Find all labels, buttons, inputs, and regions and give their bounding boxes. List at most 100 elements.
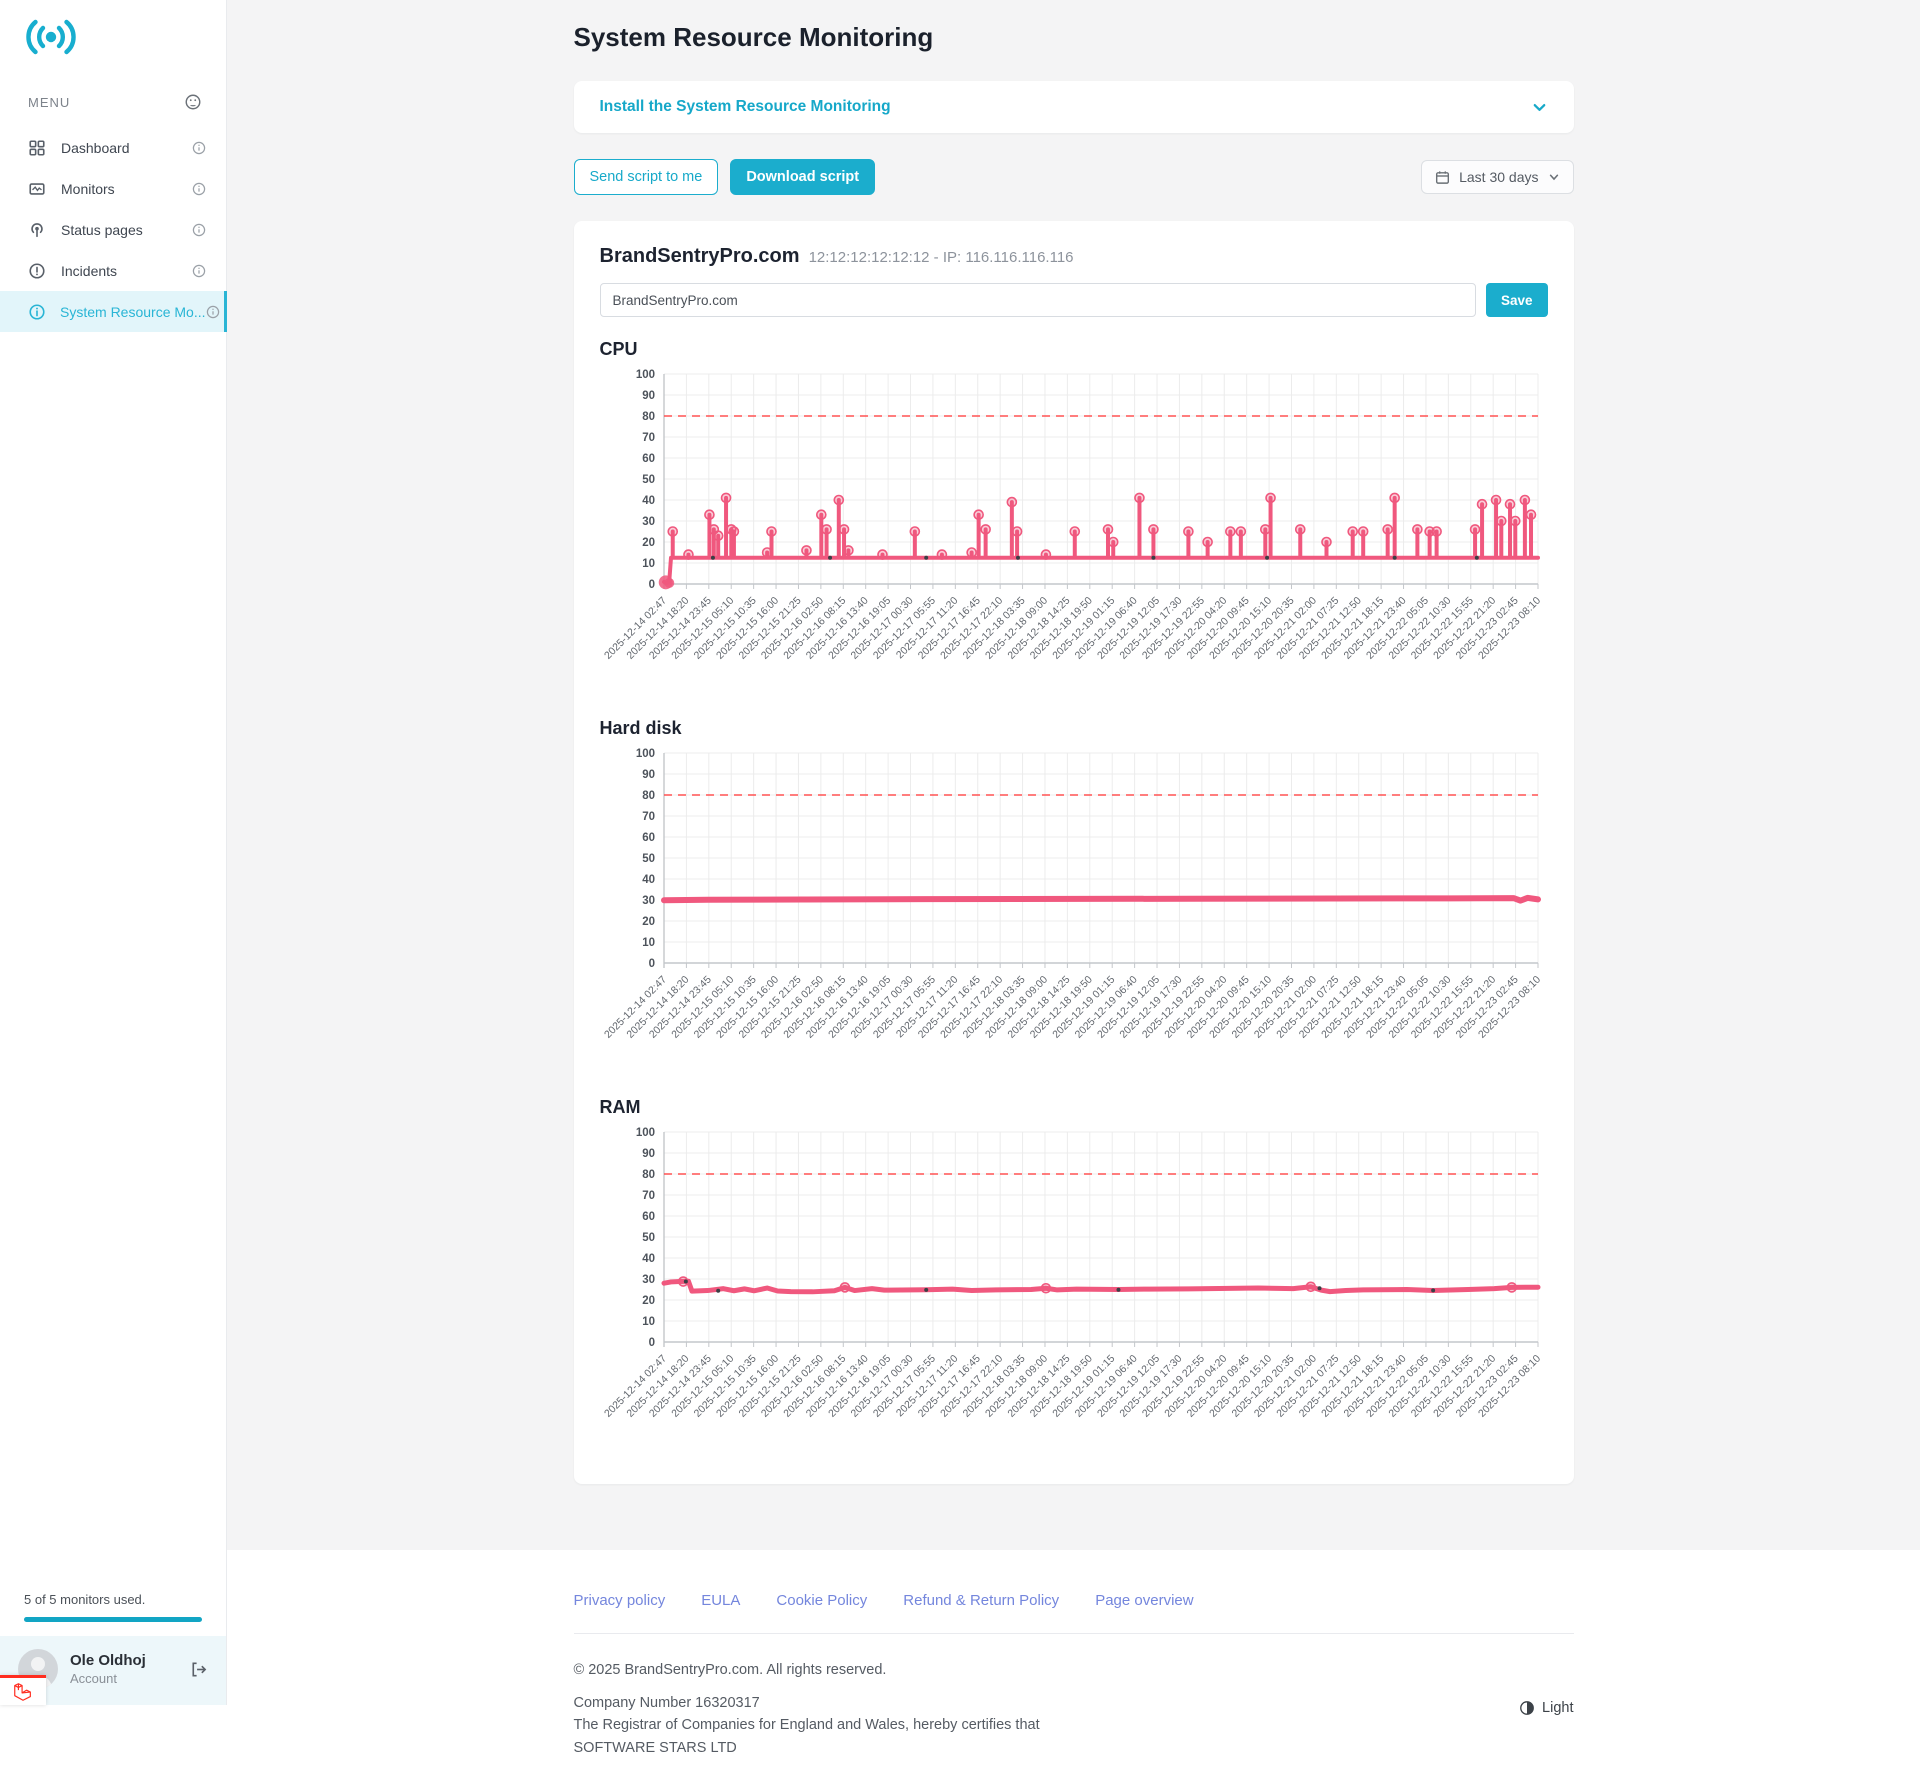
palette-icon[interactable] <box>184 93 202 111</box>
logout-icon[interactable] <box>189 1660 208 1679</box>
sidebar-item-label: Status pages <box>61 221 143 238</box>
monitors-usage-text: 5 of 5 monitors used. <box>24 1592 146 1607</box>
monitor-name: BrandSentryPro.com <box>599 245 800 267</box>
footer-link-page-overview[interactable]: Page overview <box>1095 1592 1194 1609</box>
info-icon[interactable] <box>192 182 206 196</box>
sidebar-item-label: Incidents <box>61 262 118 279</box>
svg-text:0: 0 <box>648 1337 654 1349</box>
svg-text:80: 80 <box>642 1169 655 1181</box>
page-title: System Resource Monitoring <box>573 22 934 52</box>
footer-link-privacy-policy[interactable]: Privacy policy <box>573 1592 666 1609</box>
ram-chart-section: RAM 0 10 20 30 40 50 60 70 80 90 100 2025-12-14 02:… <box>600 1097 1548 1454</box>
broadcast-logo-icon <box>26 19 76 55</box>
svg-text:30: 30 <box>642 516 655 528</box>
svg-text:40: 40 <box>642 874 655 886</box>
svg-text:50: 50 <box>642 853 655 865</box>
laravel-debugbar-toggle[interactable] <box>0 1675 46 1705</box>
svg-text:90: 90 <box>642 1148 655 1160</box>
svg-text:100: 100 <box>635 369 654 381</box>
download-script-button[interactable]: Download script <box>730 159 876 195</box>
info-icon[interactable] <box>206 305 220 319</box>
sidebar-item-dashboard[interactable]: Dashboard <box>0 127 226 168</box>
svg-text:90: 90 <box>642 769 655 781</box>
sidebar-item-status-pages[interactable]: Status pages <box>0 209 226 250</box>
dashboard-grid-icon <box>28 138 47 157</box>
svg-text:100: 100 <box>635 748 654 760</box>
save-button[interactable]: Save <box>1485 283 1548 317</box>
status-pages-icon <box>28 220 47 239</box>
info-icon[interactable] <box>192 141 206 155</box>
svg-text:60: 60 <box>642 832 655 844</box>
sidebar: MENU Dashboard <box>0 0 227 1705</box>
chart-title-cpu: CPU <box>599 339 638 359</box>
monitor-meta: 12:12:12:12:12:12 - IP: 116.116.116.116 <box>808 249 1074 266</box>
svg-text:0: 0 <box>648 958 654 970</box>
user-name: Ole Oldhoj <box>70 1652 146 1669</box>
sidebar-item-label: Dashboard <box>61 139 130 156</box>
date-range-dropdown[interactable]: Last 30 days <box>1421 160 1574 194</box>
monitors-icon <box>28 179 47 198</box>
cpu-chart-section: CPU 0 10 20 30 40 50 60 70 80 90 100 2025-12-14 02:… <box>600 339 1548 696</box>
sidebar-item-monitors[interactable]: Monitors <box>0 168 226 209</box>
install-accordion-label: Install the System Resource Monitoring <box>599 98 891 115</box>
svg-text:20: 20 <box>642 916 655 928</box>
sidebar-item-label: System Resource Mo... <box>60 303 206 320</box>
svg-text:40: 40 <box>642 495 655 507</box>
svg-text:90: 90 <box>642 390 655 402</box>
footer-link-refund-return-policy[interactable]: Refund & Return Policy <box>903 1592 1060 1609</box>
monitor-card: BrandSentryPro.com 12:12:12:12:12:12 - I… <box>573 221 1574 1484</box>
svg-text:70: 70 <box>642 811 655 823</box>
svg-text:80: 80 <box>642 790 655 802</box>
user-role: Account <box>70 1671 117 1686</box>
theme-toggle[interactable]: Light <box>1519 1700 1574 1716</box>
monitor-name-input[interactable] <box>599 283 1476 317</box>
chart-title-ram: RAM <box>599 1097 641 1117</box>
footer-link-cookie-policy[interactable]: Cookie Policy <box>776 1592 868 1609</box>
send-script-button[interactable]: Send script to me <box>573 159 719 195</box>
theme-label: Light <box>1542 1700 1574 1716</box>
copyright-text: © 2025 BrandSentryPro.com. All rights re… <box>573 1662 887 1678</box>
install-accordion[interactable]: Install the System Resource Monitoring <box>573 81 1574 133</box>
svg-text:40: 40 <box>642 1253 655 1265</box>
chevron-down-icon <box>1548 171 1560 183</box>
svg-text:10: 10 <box>642 558 655 570</box>
date-range-label: Last 30 days <box>1459 169 1539 185</box>
menu-heading: MENU <box>28 94 71 110</box>
svg-text:20: 20 <box>642 537 655 549</box>
svg-text:60: 60 <box>642 453 655 465</box>
sidebar-nav: Dashboard Monitors <box>0 127 227 332</box>
svg-text:50: 50 <box>642 474 655 486</box>
sidebar-item-system-resource-monitoring[interactable]: System Resource Mo... <box>0 291 227 332</box>
incidents-icon <box>28 261 47 280</box>
laravel-icon <box>14 1682 31 1701</box>
app-logo[interactable] <box>0 0 226 63</box>
monitors-usage-progressbar <box>24 1617 202 1622</box>
sidebar-item-incidents[interactable]: Incidents <box>0 250 226 291</box>
company-number: Company Number 16320317 <box>573 1695 760 1711</box>
hard-disk-chart-section: Hard disk 0 10 20 30 40 50 60 70 80 90 100 2025-12-… <box>600 718 1548 1075</box>
chart-title-hard-disk: Hard disk <box>599 718 682 738</box>
calendar-icon <box>1435 170 1450 185</box>
svg-text:100: 100 <box>635 1127 654 1139</box>
svg-text:80: 80 <box>642 411 655 423</box>
svg-text:10: 10 <box>642 937 655 949</box>
svg-text:20: 20 <box>642 1295 655 1307</box>
svg-text:70: 70 <box>642 432 655 444</box>
site-footer: Privacy policy EULA Cookie Policy Refund… <box>227 1550 1920 1787</box>
sidebar-item-label: Monitors <box>61 180 115 197</box>
svg-text:0: 0 <box>648 579 654 591</box>
company-name: SOFTWARE STARS LTD <box>573 1739 737 1756</box>
chevron-down-icon <box>1531 99 1548 116</box>
svg-text:30: 30 <box>642 1274 655 1286</box>
info-icon[interactable] <box>192 223 206 237</box>
info-icon[interactable] <box>192 264 206 278</box>
footer-link-eula[interactable]: EULA <box>701 1592 741 1609</box>
contrast-icon <box>1519 1700 1535 1716</box>
svg-text:60: 60 <box>642 1211 655 1223</box>
svg-text:30: 30 <box>642 895 655 907</box>
svg-text:70: 70 <box>642 1190 655 1202</box>
system-resource-info-icon <box>28 302 46 321</box>
